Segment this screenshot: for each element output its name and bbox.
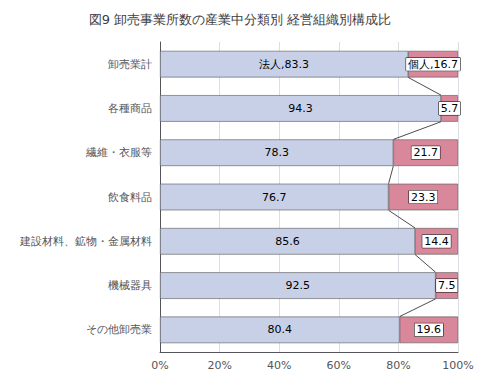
svg-text:5.7: 5.7 xyxy=(441,102,459,115)
svg-text:85.6: 85.6 xyxy=(275,235,300,248)
svg-text:80.4: 80.4 xyxy=(268,323,293,336)
svg-text:76.7: 76.7 xyxy=(262,191,287,204)
svg-text:その他卸売業: その他卸売業 xyxy=(86,323,152,336)
svg-text:14.4: 14.4 xyxy=(424,235,449,248)
svg-text:20%: 20% xyxy=(207,359,231,372)
svg-text:78.3: 78.3 xyxy=(264,146,289,159)
svg-text:21.7: 21.7 xyxy=(413,146,438,159)
svg-text:40%: 40% xyxy=(267,359,291,372)
svg-text:建設材料、鉱物・金属材料: 建設材料、鉱物・金属材料 xyxy=(19,235,152,248)
svg-text:7.5: 7.5 xyxy=(438,279,456,292)
svg-text:23.3: 23.3 xyxy=(411,191,436,204)
svg-text:個人,16.7: 個人,16.7 xyxy=(408,58,458,71)
svg-text:卸売業計: 卸売業計 xyxy=(108,58,152,71)
svg-text:飲食料品: 飲食料品 xyxy=(108,191,152,204)
svg-text:機械器具: 機械器具 xyxy=(108,279,152,292)
svg-text:94.3: 94.3 xyxy=(288,102,313,115)
svg-text:0%: 0% xyxy=(151,359,168,372)
svg-text:92.5: 92.5 xyxy=(286,279,311,292)
svg-text:80%: 80% xyxy=(386,359,410,372)
svg-text:60%: 60% xyxy=(327,359,351,372)
svg-text:19.6: 19.6 xyxy=(417,323,442,336)
svg-text:100%: 100% xyxy=(442,359,473,372)
svg-text:各種商品: 各種商品 xyxy=(108,102,152,115)
svg-text:図9 卸売事業所数の産業中分類別 経営組織別構成比: 図9 卸売事業所数の産業中分類別 経営組織別構成比 xyxy=(89,12,392,27)
svg-text:繊維・衣服等: 繊維・衣服等 xyxy=(85,146,152,159)
svg-text:法人,83.3: 法人,83.3 xyxy=(259,58,309,71)
